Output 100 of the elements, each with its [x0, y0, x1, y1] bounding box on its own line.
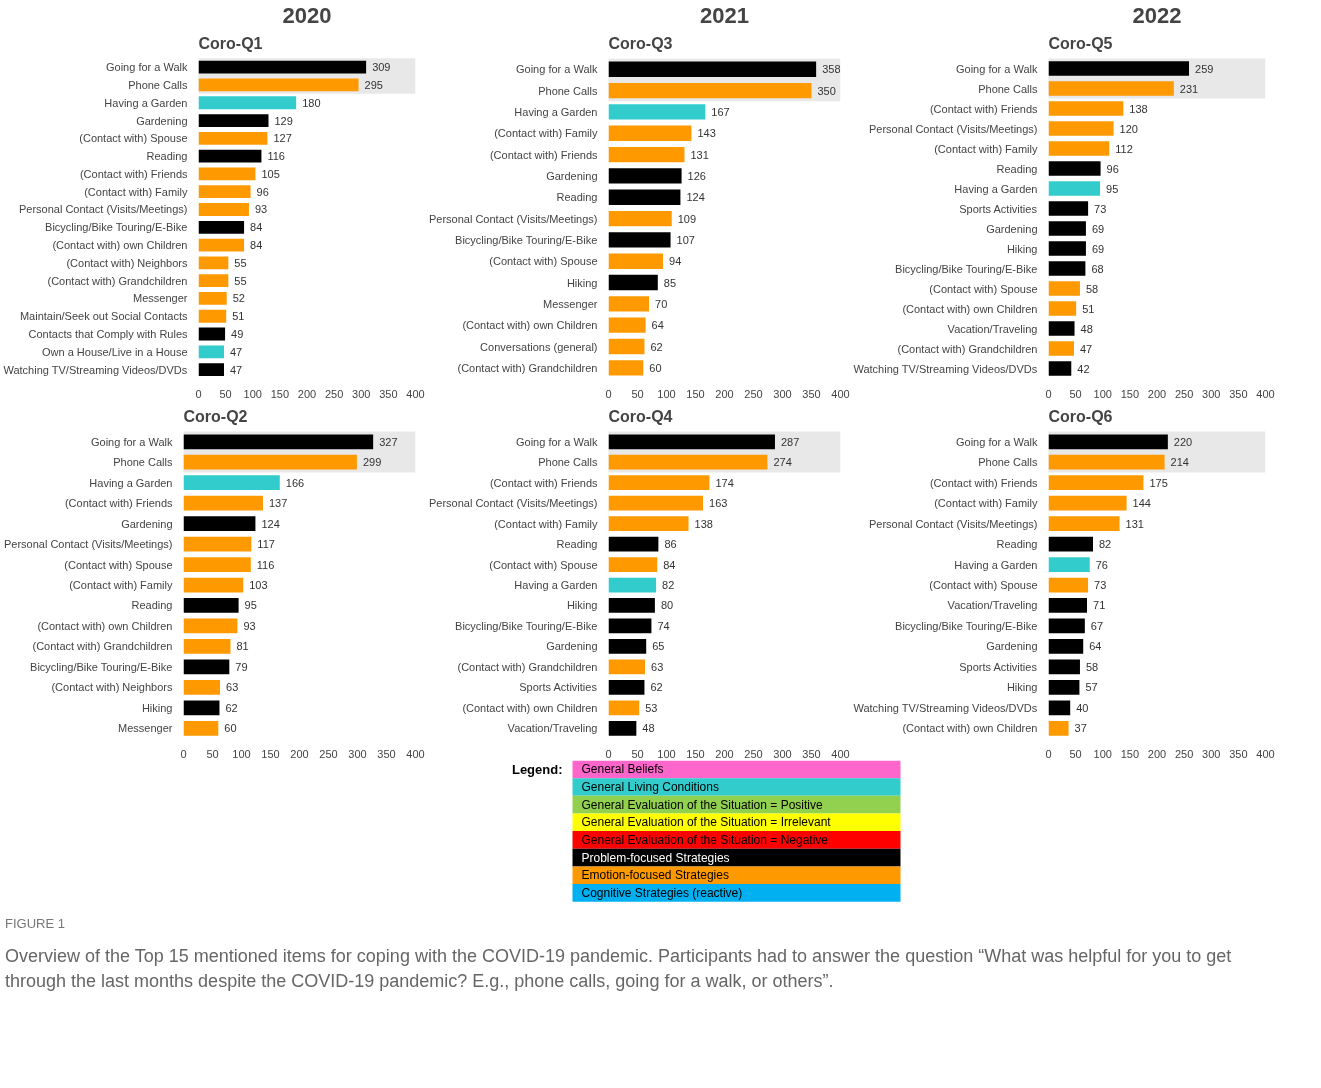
x-tick-label: 200 — [290, 747, 309, 760]
data-label: 70 — [655, 297, 668, 310]
bar — [183, 577, 244, 593]
bar — [608, 557, 658, 572]
data-label: 47 — [230, 363, 243, 376]
y-tick-label: Hiking — [566, 599, 598, 612]
x-tick-label: 200 — [1147, 747, 1167, 760]
data-label: 48 — [642, 722, 655, 735]
data-label: 95 — [244, 599, 257, 612]
x-tick-label: 250 — [1174, 747, 1194, 760]
x-tick-label: 50 — [631, 387, 644, 400]
x-tick-label: 300 — [1202, 387, 1221, 400]
x-tick-label: 100 — [1093, 747, 1112, 760]
data-label: 64 — [651, 319, 664, 332]
data-label: 126 — [687, 169, 706, 182]
x-tick-label: 0 — [195, 387, 202, 400]
data-label: 48 — [1080, 322, 1093, 335]
y-tick-label: Having a Garden — [954, 182, 1038, 195]
data-label: 82 — [662, 579, 675, 592]
data-label: 58 — [1085, 660, 1099, 673]
y-tick-label: (Contact with) Friends — [64, 497, 173, 510]
y-tick-label: (Contact with) Neighbors — [51, 681, 173, 694]
category-label: Cognitive Strategies (reactive) — [581, 885, 743, 900]
y-tick-label: Going for a Walk — [955, 62, 1038, 75]
y-tick-label: Personal Contact (Visits/Meetings) — [3, 538, 173, 551]
bar — [198, 203, 249, 216]
y-tick-label: (Contact with) Spouse — [489, 255, 598, 268]
y-tick-label: (Contact with) own Children — [462, 319, 598, 332]
data-label: 58 — [1085, 282, 1099, 295]
bar — [608, 125, 692, 141]
x-tick-label: 0 — [1045, 747, 1052, 760]
x-tick-label: 400 — [1256, 387, 1275, 400]
y-tick-label: Phone Calls — [978, 456, 1038, 469]
y-tick-label: (Contact with) Grandchildren — [457, 660, 598, 673]
x-tick-label: 300 — [773, 747, 792, 760]
y-tick-label: Personal Contact (Visits/Meetings) — [18, 203, 188, 216]
y-tick-label: (Contact with) Family — [494, 127, 598, 140]
data-label: 220 — [1173, 435, 1193, 448]
y-tick-label: (Contact with) Friends — [929, 102, 1038, 115]
y-tick-label: Contacts that Comply with Rules — [28, 328, 188, 341]
chart-title: 2021 — [700, 2, 749, 28]
bar — [1048, 618, 1085, 634]
bar — [608, 700, 640, 716]
bar — [1048, 700, 1071, 716]
bar — [198, 114, 269, 127]
bar — [1048, 241, 1086, 256]
data-label: 137 — [268, 497, 288, 510]
y-tick-label: Hiking — [1006, 681, 1038, 694]
data-label: 68 — [1091, 262, 1104, 275]
x-tick-label: 400 — [1256, 747, 1275, 760]
data-label: 144 — [1132, 497, 1151, 510]
chart-title: Coro-Q4 — [608, 407, 673, 425]
x-tick-label: 300 — [773, 387, 792, 400]
bar — [198, 185, 251, 199]
data-label: 71 — [1093, 599, 1106, 612]
data-label: 81 — [236, 640, 249, 653]
bar — [198, 78, 359, 92]
bar — [1048, 341, 1074, 356]
y-tick-label: Phone Calls — [128, 78, 188, 91]
data-label: 55 — [234, 256, 247, 269]
data-label: 109 — [677, 212, 697, 225]
data-label: 85 — [663, 276, 677, 289]
bar — [183, 659, 230, 675]
bar — [608, 598, 655, 613]
data-label: 174 — [715, 476, 734, 489]
data-label: 127 — [273, 132, 292, 145]
bar — [608, 639, 647, 654]
data-label: 65 — [652, 640, 665, 653]
bar — [1048, 121, 1114, 136]
y-tick-label: Reading — [131, 599, 173, 612]
y-tick-label: Gardening — [546, 169, 598, 182]
bar — [198, 292, 227, 305]
y-tick-label: Gardening — [546, 640, 598, 653]
x-tick-label: 250 — [1174, 387, 1194, 400]
y-tick-label: (Contact with) Family — [494, 517, 598, 530]
data-label: 117 — [257, 538, 275, 551]
bar — [1048, 81, 1174, 96]
data-label: 124 — [261, 517, 280, 530]
bar — [198, 238, 245, 252]
data-label: 51 — [232, 310, 245, 323]
data-label: 63 — [651, 660, 664, 673]
bar — [183, 557, 251, 572]
y-tick-label: (Contact with) own Children — [902, 722, 1038, 735]
bar — [608, 274, 658, 291]
category-label: General Evaluation of the Situation = Positive — [581, 797, 823, 812]
data-label: 94 — [669, 255, 682, 268]
bar — [608, 317, 646, 333]
x-tick-label: 200 — [1147, 387, 1167, 400]
y-tick-label: Personal Contact (Visits/Meetings) — [868, 517, 1038, 530]
data-label: 116 — [267, 150, 285, 163]
data-label: 47 — [230, 345, 243, 358]
x-tick-label: 150 — [1120, 387, 1140, 400]
data-label: 62 — [650, 681, 663, 694]
data-label: 295 — [364, 78, 383, 91]
bar — [608, 475, 710, 491]
bar — [608, 454, 768, 470]
data-label: 93 — [254, 203, 268, 216]
x-tick-label: 0 — [605, 747, 612, 760]
y-tick-label: (Contact with) Grandchildren — [47, 274, 188, 287]
data-label: 120 — [1119, 122, 1138, 135]
